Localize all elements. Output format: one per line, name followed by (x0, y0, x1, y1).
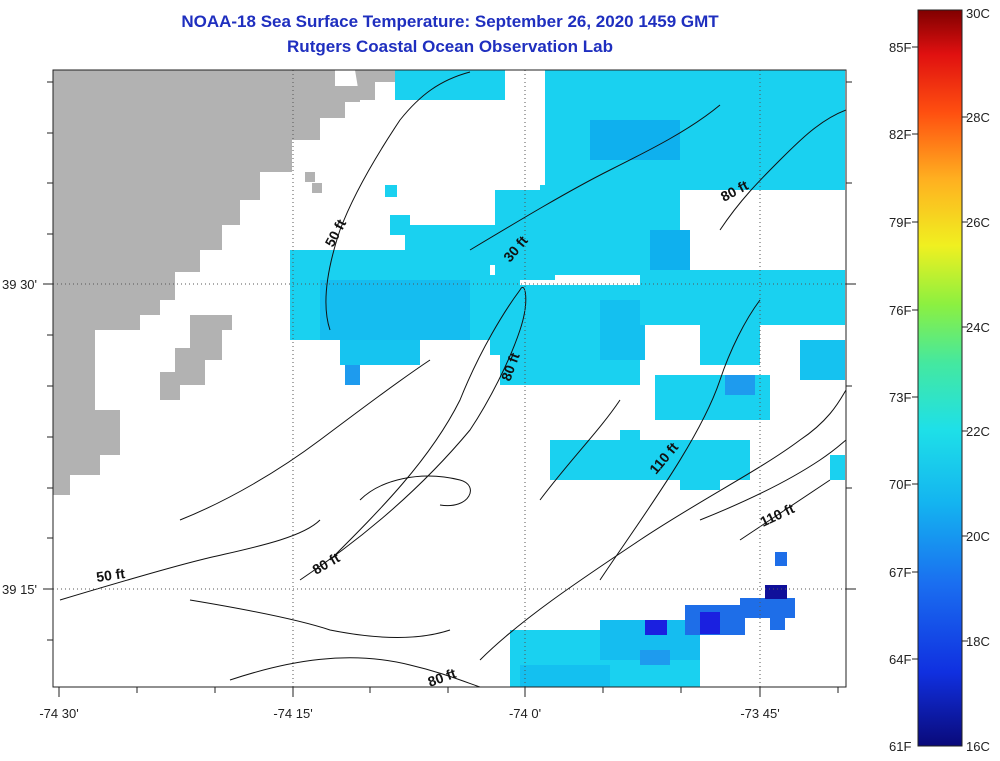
colorbar-f-label: 79F (889, 215, 911, 230)
colorbar-f-label: 73F (889, 390, 911, 405)
colorbar-f-label: 70F (889, 477, 911, 492)
colorbar-c-label: 26C (966, 215, 990, 230)
contour-label: 50 ft (95, 565, 126, 585)
colorbar-c-label: 30C (966, 6, 990, 21)
colorbar-ticks (912, 46, 968, 660)
x-tick-label: -74 15' (273, 706, 312, 721)
x-tick-marks (58, 687, 839, 697)
y-tick-label: 39 15' (2, 582, 37, 597)
x-tick-label: -74 30' (39, 706, 78, 721)
graticule (53, 70, 846, 687)
colorbar-c-label: 18C (966, 634, 990, 649)
y-tick-label: 39 30' (2, 277, 37, 292)
y-tick-marks (43, 81, 856, 641)
map-subtitle: Rutgers Coastal Ocean Observation Lab (287, 37, 613, 56)
colorbar-f-label: 76F (889, 303, 911, 318)
colorbar-f-label: 67F (889, 565, 911, 580)
x-tick-label: -73 45' (740, 706, 779, 721)
colorbar-f-label: 64F (889, 652, 911, 667)
colorbar-c-label: 22C (966, 424, 990, 439)
land-mass (53, 70, 360, 495)
colorbar-c-label: 28C (966, 110, 990, 125)
colorbar-f-label: 82F (889, 127, 911, 142)
bathymetry-contours (59, 71, 846, 687)
sst-data-cells (290, 70, 845, 687)
land-north-coast (355, 70, 395, 100)
map-title: NOAA-18 Sea Surface Temperature: Septemb… (181, 12, 719, 31)
colorbar-c-label: 24C (966, 320, 990, 335)
land-peninsula (160, 315, 232, 400)
colorbar-f-label: 85F (889, 40, 911, 55)
colorbar-f-label: 61F (889, 739, 911, 754)
colorbar-c-label: 16C (966, 739, 990, 754)
colorbar (917, 9, 963, 747)
colorbar-c-label: 20C (966, 529, 990, 544)
x-tick-label: -74 0' (509, 706, 541, 721)
